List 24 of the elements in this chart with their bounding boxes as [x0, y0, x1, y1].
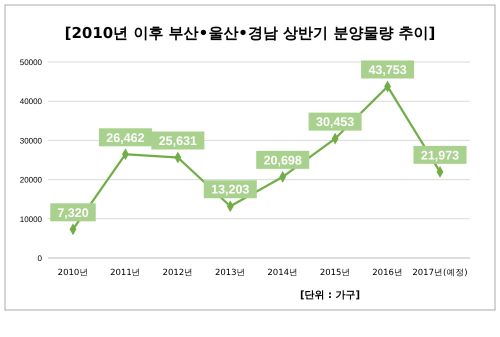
data-label: 13,203 [211, 182, 250, 197]
y-tick-label: 20000 [20, 176, 43, 185]
data-label: 21,973 [420, 148, 460, 162]
x-tick-label: 2014년 [267, 268, 298, 278]
data-label: 43,753 [368, 62, 407, 77]
text: [단위 : 가구] [300, 290, 360, 301]
x-tick-label: 2016년 [372, 268, 403, 278]
y-tick-label: 50000 [20, 58, 43, 67]
x-tick-label: 2013년 [214, 268, 246, 278]
y-tick-label: 10000 [20, 214, 43, 224]
x-tick-label: 2015년 [320, 268, 350, 278]
data-label: 30,453 [316, 115, 354, 130]
x-tick-label: 2011년 [110, 268, 141, 278]
y-tick-label: 40000 [20, 97, 43, 106]
y-tick-label: 30000 [20, 136, 43, 146]
chart-title: [2010년 이후 부산•울산•경남 상반기 분양물량 추이] [64, 24, 436, 42]
y-tick-label: 0 [38, 254, 43, 263]
data-label: 26,462 [106, 130, 145, 145]
data-label: 7,320 [57, 206, 89, 220]
data-label: 25,631 [158, 134, 198, 148]
data-label: 20,698 [264, 153, 302, 168]
x-tick-label: 2012년 [162, 268, 194, 278]
x-tick-label: 2010년 [58, 268, 88, 278]
x-tick-label: 2017년(예정) [412, 268, 468, 278]
